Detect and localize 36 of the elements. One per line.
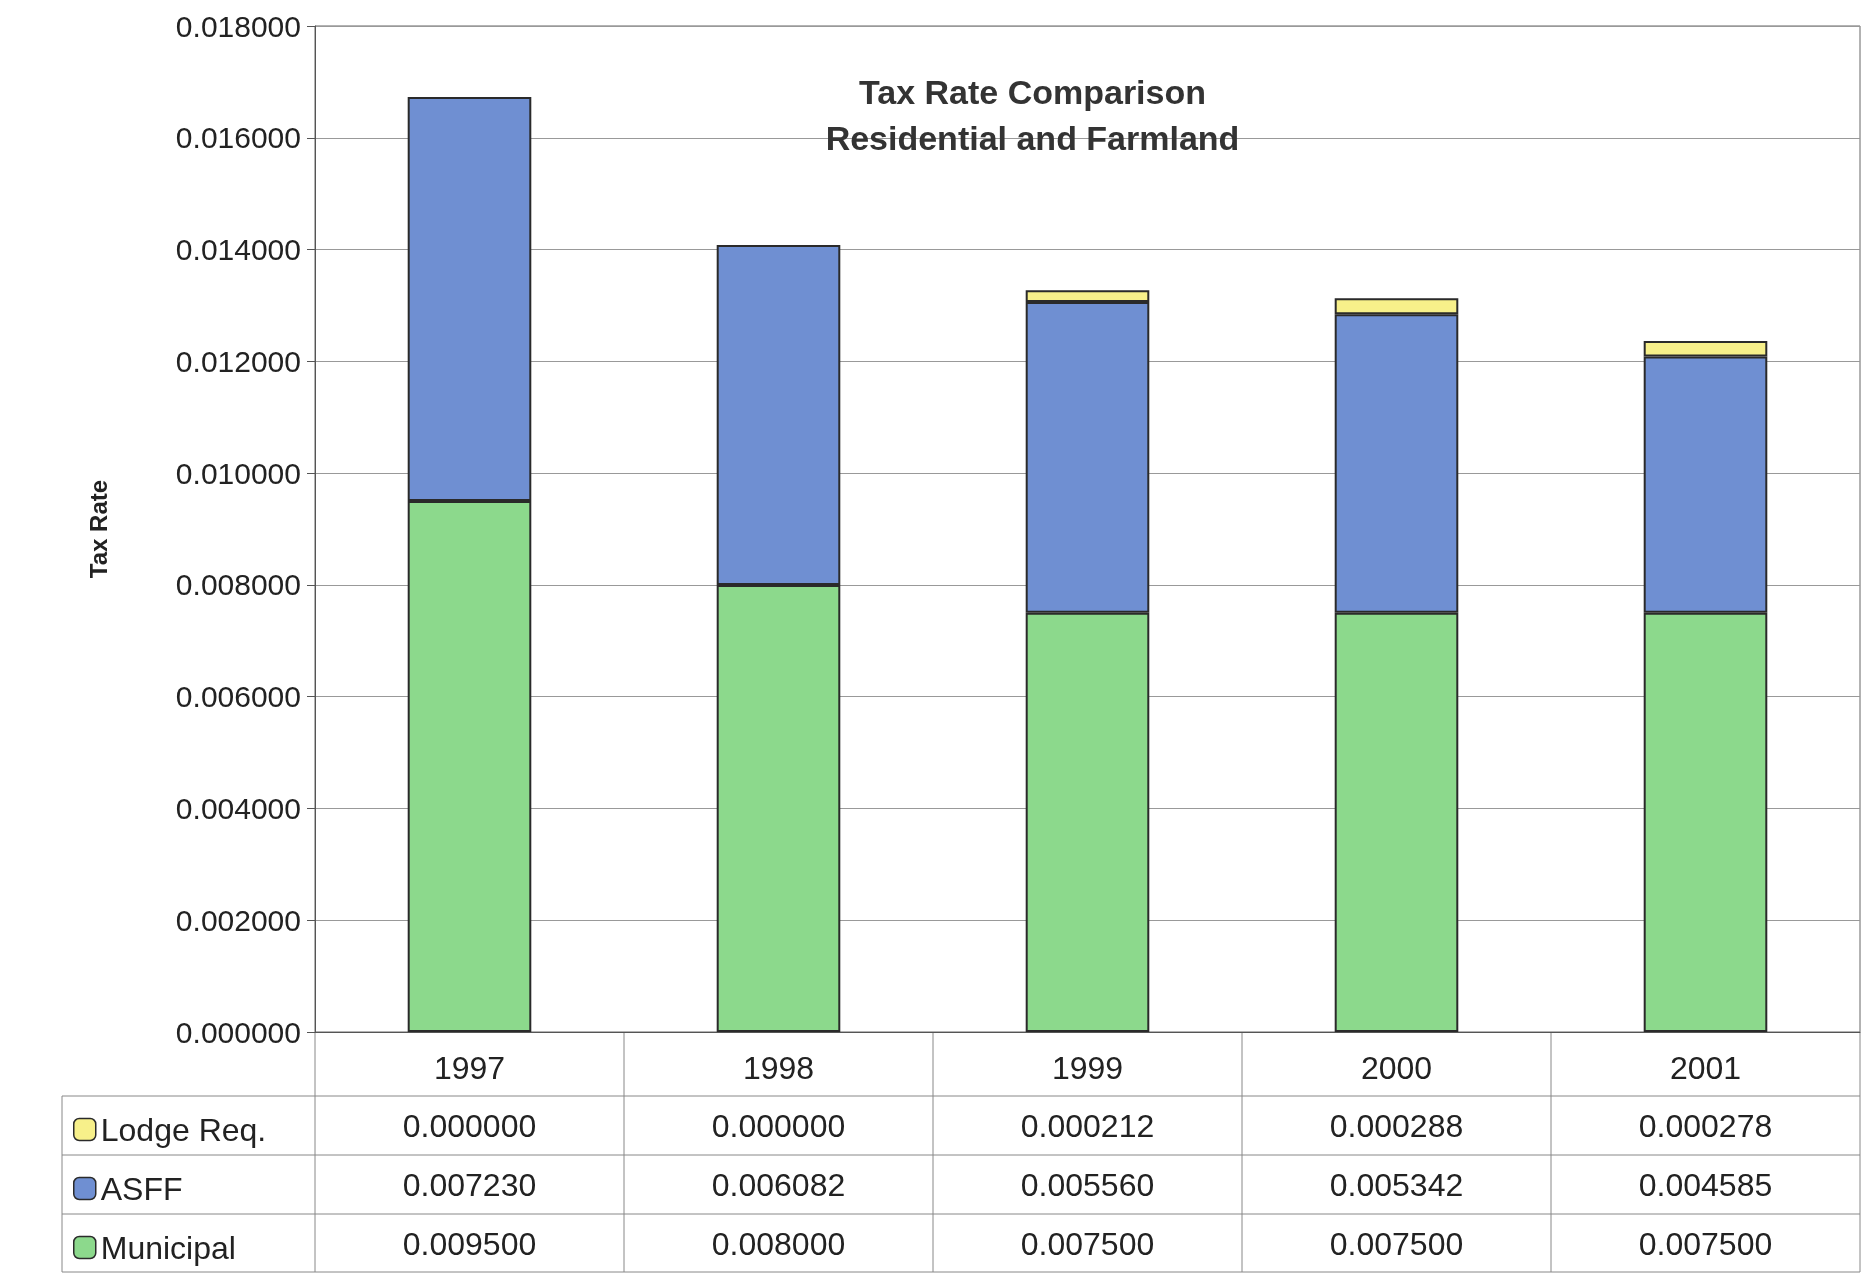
data-label: 0.008000 xyxy=(711,1225,846,1262)
y-tick-label: 0.004000 xyxy=(175,791,301,825)
x-tick-label: 2001 xyxy=(1669,1050,1742,1086)
text: Residential and Farmland xyxy=(825,119,1240,157)
data-label: 0.005342 xyxy=(1329,1166,1464,1203)
x-tick-label: 2000 xyxy=(1360,1050,1433,1086)
text: Tax Rate Comparison xyxy=(858,73,1207,111)
data-label: 0.007500 xyxy=(1020,1225,1155,1262)
data-label: 0.006082 xyxy=(711,1166,846,1203)
data-label: 0.000288 xyxy=(1329,1107,1464,1144)
y-tick-label: 0.012000 xyxy=(175,344,301,378)
legend-label: Municipal xyxy=(100,1229,236,1266)
data-label: 0.000278 xyxy=(1638,1107,1773,1144)
y-tick-label: 0.018000 xyxy=(175,9,301,43)
data-label: 0.007500 xyxy=(1329,1225,1464,1262)
data-label: 0.007230 xyxy=(402,1166,537,1203)
y-tick-label: 0.006000 xyxy=(175,680,301,714)
x-tick-label: 1997 xyxy=(433,1050,506,1086)
data-label: 0.004585 xyxy=(1638,1166,1773,1203)
y-tick-label: 0.010000 xyxy=(175,456,301,490)
y-tick-label: 0.016000 xyxy=(175,121,301,155)
data-label: 0.005560 xyxy=(1020,1166,1155,1203)
data-label: 0.000000 xyxy=(711,1107,846,1144)
data-label: 0.007500 xyxy=(1638,1225,1773,1262)
legend-label: Lodge Req. xyxy=(100,1111,267,1148)
y-tick-label: 0.002000 xyxy=(175,903,301,937)
y-axis-title: Tax Rate xyxy=(84,479,112,579)
x-tick-label: 1998 xyxy=(742,1050,815,1086)
y-tick-label: 0.000000 xyxy=(175,1015,301,1049)
data-label: 0.000000 xyxy=(402,1107,537,1144)
data-label: 0.000212 xyxy=(1020,1107,1155,1144)
data-label: 0.009500 xyxy=(402,1225,537,1262)
legend-label: ASFF xyxy=(100,1170,183,1207)
x-tick-label: 1999 xyxy=(1051,1050,1124,1086)
y-tick-label: 0.014000 xyxy=(175,233,301,267)
y-tick-label: 0.008000 xyxy=(175,568,301,602)
